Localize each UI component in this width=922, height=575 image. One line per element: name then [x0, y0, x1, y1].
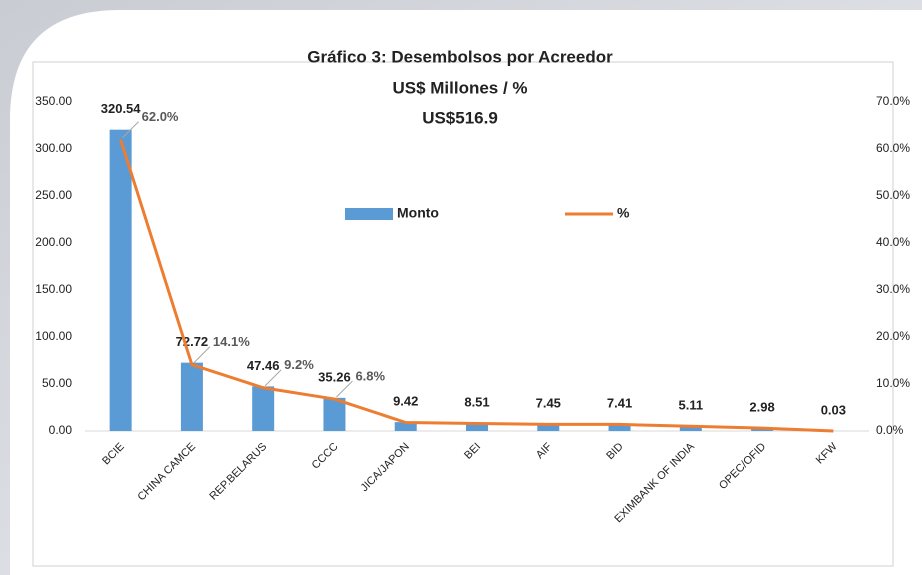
line-value-label: 9.2%: [284, 357, 314, 372]
y2-tick-label: 0.0%: [876, 423, 904, 437]
y-tick-label: 100.00: [35, 329, 72, 343]
y2-tick-label: 60.0%: [876, 141, 910, 155]
bar: [608, 424, 631, 431]
bar-value-label: 0.03: [821, 402, 846, 417]
leader-line: [193, 346, 211, 364]
y-tick-label: 50.00: [42, 376, 72, 390]
leader-line: [336, 380, 353, 398]
y-tick-label: 300.00: [35, 141, 72, 155]
chart-subtitle: US$ Millones / %: [392, 78, 527, 97]
line: [119, 139, 834, 433]
bar-value-label: 72.72: [176, 334, 209, 349]
bar-value-label: 47.46: [247, 358, 280, 373]
bar-value-label: 35.26: [318, 369, 351, 384]
y-tick-label: 350.00: [35, 94, 72, 108]
y2-tick-label: 30.0%: [876, 282, 910, 296]
line-value-label: 14.1%: [213, 334, 250, 349]
legend-swatch: [345, 208, 393, 220]
line-value-label: 62.0%: [142, 109, 179, 124]
bar: [109, 129, 132, 432]
bar-value-label: 7.45: [536, 395, 561, 410]
bar-value-label: 320.54: [101, 101, 142, 116]
bar: [466, 423, 488, 431]
y2-tick-label: 50.0%: [876, 188, 910, 202]
y-tick-label: 250.00: [35, 188, 72, 202]
y2-tick-label: 10.0%: [876, 376, 910, 390]
bar-value-label: 7.41: [607, 395, 632, 410]
y2-tick-label: 70.0%: [876, 94, 910, 108]
y-tick-label: 150.00: [35, 282, 72, 296]
leader-line: [264, 369, 282, 387]
y-tick-label: 200.00: [35, 235, 72, 249]
chart-title: Gráfico 3: Desembolsos por Acreedor: [307, 47, 613, 66]
y2-tick-label: 20.0%: [876, 329, 910, 343]
legend-label: Monto: [397, 205, 439, 221]
bar: [252, 386, 275, 431]
bar: [394, 422, 417, 431]
line-value-label: 6.8%: [355, 368, 385, 383]
y2-tick-label: 40.0%: [876, 235, 910, 249]
bar-value-label: 5.11: [679, 398, 704, 413]
plot-frame: [32, 61, 894, 567]
y-tick-label: 0.00: [49, 423, 73, 437]
bar-value-label: 9.42: [393, 394, 418, 409]
legend-label: %: [617, 205, 630, 221]
bar-value-label: 8.51: [464, 394, 489, 409]
chart-subtitle: US$516.9: [422, 108, 498, 127]
bar: [180, 362, 203, 431]
bar: [537, 423, 560, 431]
bar-value-label: 2.98: [749, 400, 774, 415]
bar: [679, 426, 702, 431]
leader-line: [122, 121, 139, 138]
bar: [323, 397, 346, 431]
